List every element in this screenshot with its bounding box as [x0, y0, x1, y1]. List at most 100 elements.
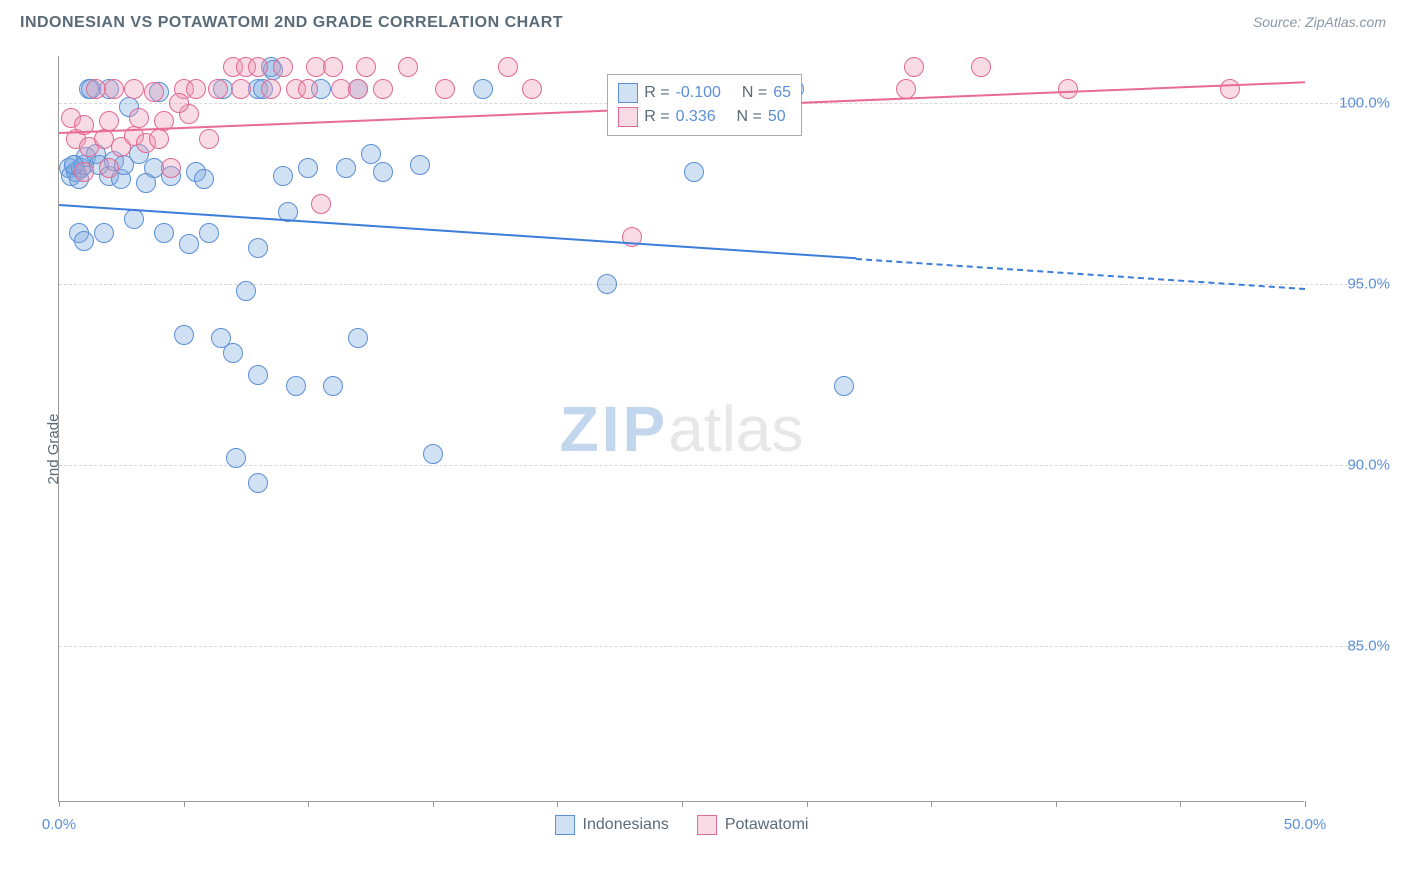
- r-value: 0.336: [676, 105, 716, 129]
- data-point: [273, 57, 293, 77]
- data-point: [298, 158, 318, 178]
- data-point: [94, 223, 114, 243]
- correlation-legend: R = -0.100 N = 65R = 0.336 N = 50: [607, 74, 802, 136]
- x-tick: [557, 801, 558, 807]
- legend-row: R = -0.100 N = 65: [618, 81, 791, 105]
- y-tick-label: 95.0%: [1320, 276, 1390, 293]
- data-point: [261, 79, 281, 99]
- n-label: N =: [728, 105, 762, 129]
- legend-item: Indonesians: [555, 815, 669, 835]
- x-tick-label: 50.0%: [1284, 816, 1327, 833]
- x-tick: [1056, 801, 1057, 807]
- r-value: -0.100: [676, 81, 721, 105]
- source-prefix: Source:: [1253, 14, 1305, 30]
- x-tick: [931, 801, 932, 807]
- data-point: [161, 158, 181, 178]
- legend-swatch: [697, 815, 717, 835]
- data-point: [199, 223, 219, 243]
- x-tick: [682, 801, 683, 807]
- legend-label: Potawatomi: [725, 816, 809, 834]
- data-point: [144, 82, 164, 102]
- data-point: [1058, 79, 1078, 99]
- data-point: [896, 79, 916, 99]
- data-point: [423, 444, 443, 464]
- legend-swatch: [618, 83, 638, 103]
- x-tick: [433, 801, 434, 807]
- x-tick: [1305, 801, 1306, 807]
- data-point: [336, 158, 356, 178]
- data-point: [410, 155, 430, 175]
- data-point: [348, 79, 368, 99]
- data-point: [248, 365, 268, 385]
- data-point: [248, 473, 268, 493]
- x-tick: [807, 801, 808, 807]
- data-point: [684, 162, 704, 182]
- series-legend: Indonesians Potawatomi: [555, 815, 809, 835]
- legend-item: Potawatomi: [697, 815, 809, 835]
- data-point: [361, 144, 381, 164]
- data-point: [124, 209, 144, 229]
- data-point: [99, 111, 119, 131]
- watermark: ZIPatlas: [560, 392, 804, 466]
- y-tick-label: 85.0%: [1320, 638, 1390, 655]
- r-label: R =: [644, 81, 669, 105]
- data-point: [231, 79, 251, 99]
- watermark-atlas: atlas: [668, 393, 803, 465]
- x-tick: [308, 801, 309, 807]
- data-point: [236, 281, 256, 301]
- data-point: [124, 79, 144, 99]
- data-point: [373, 162, 393, 182]
- data-point: [99, 158, 119, 178]
- source-link[interactable]: ZipAtlas.com: [1305, 14, 1386, 30]
- legend-swatch: [618, 107, 638, 127]
- data-point: [498, 57, 518, 77]
- legend-row: R = 0.336 N = 50: [618, 105, 791, 129]
- data-point: [323, 57, 343, 77]
- x-tick-label: 0.0%: [42, 816, 76, 833]
- data-point: [356, 57, 376, 77]
- data-point: [904, 57, 924, 77]
- data-point: [248, 57, 268, 77]
- data-point: [286, 376, 306, 396]
- data-point: [179, 234, 199, 254]
- data-point: [208, 79, 228, 99]
- data-point: [971, 57, 991, 77]
- data-point: [398, 57, 418, 77]
- data-point: [149, 129, 169, 149]
- chart-header: INDONESIAN VS POTAWATOMI 2ND GRADE CORRE…: [20, 14, 1386, 32]
- chart-container: 2nd Grade ZIPatlas 85.0%90.0%95.0%100.0%…: [0, 44, 1406, 854]
- data-point: [834, 376, 854, 396]
- n-value: 65: [773, 81, 791, 105]
- data-point: [199, 129, 219, 149]
- data-point: [194, 169, 214, 189]
- data-point: [226, 448, 246, 468]
- gridline: [59, 465, 1363, 466]
- data-point: [597, 274, 617, 294]
- y-tick-label: 100.0%: [1320, 95, 1390, 112]
- data-point: [223, 343, 243, 363]
- legend-label: Indonesians: [583, 816, 669, 834]
- trend-line: [59, 204, 857, 259]
- chart-title: INDONESIAN VS POTAWATOMI 2ND GRADE CORRE…: [20, 14, 563, 32]
- y-tick-label: 90.0%: [1320, 457, 1390, 474]
- data-point: [154, 223, 174, 243]
- data-point: [348, 328, 368, 348]
- watermark-zip: ZIP: [560, 393, 669, 465]
- x-tick: [1180, 801, 1181, 807]
- data-point: [74, 162, 94, 182]
- data-point: [129, 108, 149, 128]
- x-tick: [184, 801, 185, 807]
- data-point: [273, 166, 293, 186]
- data-point: [248, 238, 268, 258]
- gridline: [59, 284, 1363, 285]
- plot-area: ZIPatlas 85.0%90.0%95.0%100.0%0.0%50.0%R…: [58, 56, 1304, 802]
- r-label: R =: [644, 105, 669, 129]
- data-point: [174, 325, 194, 345]
- data-point: [473, 79, 493, 99]
- data-point: [104, 79, 124, 99]
- data-point: [311, 194, 331, 214]
- data-point: [323, 376, 343, 396]
- x-tick: [59, 801, 60, 807]
- source-attribution: Source: ZipAtlas.com: [1253, 14, 1386, 30]
- data-point: [298, 79, 318, 99]
